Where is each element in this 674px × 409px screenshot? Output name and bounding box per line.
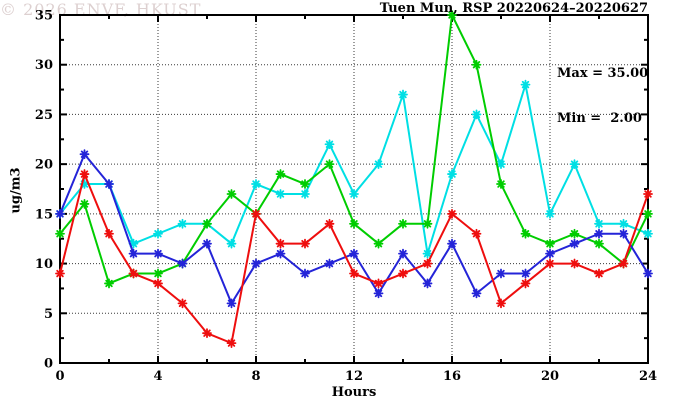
x-tick-label: 24 bbox=[639, 369, 657, 384]
y-tick-label: 25 bbox=[35, 108, 53, 123]
y-axis-title: ug/m3 bbox=[8, 167, 24, 214]
y-tick-label: 10 bbox=[35, 257, 53, 272]
y-tick-label: 35 bbox=[35, 9, 53, 24]
x-axis-title: Hours bbox=[331, 385, 377, 400]
stat-max: Max = 35.00 bbox=[557, 66, 649, 81]
y-tick-label: 20 bbox=[35, 158, 53, 173]
y-tick-label: 5 bbox=[44, 307, 53, 322]
x-tick-label: 8 bbox=[251, 369, 260, 384]
y-tick-label: 30 bbox=[35, 58, 53, 73]
chart-title: Tuen Mun, RSP 20220624–20220627 bbox=[379, 1, 648, 16]
x-tick-label: 16 bbox=[443, 369, 461, 384]
x-tick-label: 20 bbox=[541, 369, 559, 384]
x-tick-label: 4 bbox=[153, 369, 162, 384]
stat-min: Min = 2.00 bbox=[557, 111, 642, 126]
max-min-annotation: Max = 35.00 Min = 2.00 bbox=[557, 36, 648, 156]
y-tick-label: 15 bbox=[35, 207, 53, 222]
red-series-markers bbox=[55, 169, 653, 349]
y-tick-label: 0 bbox=[44, 357, 53, 372]
blue-series-markers bbox=[55, 149, 653, 309]
x-tick-label: 0 bbox=[55, 369, 64, 384]
x-tick-label: 12 bbox=[345, 369, 363, 384]
